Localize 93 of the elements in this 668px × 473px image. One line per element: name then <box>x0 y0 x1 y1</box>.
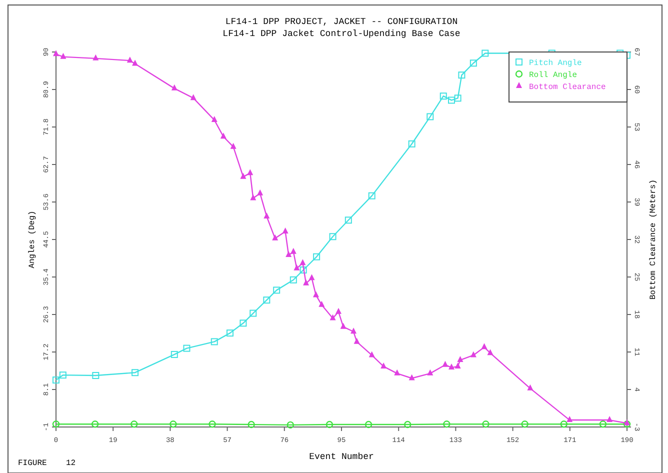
legend-label: Roll Angle <box>529 71 578 80</box>
point <box>458 72 466 79</box>
point <box>248 420 255 428</box>
point <box>208 420 216 428</box>
point <box>240 320 247 327</box>
point <box>330 314 336 320</box>
point <box>457 356 464 362</box>
point <box>487 349 494 356</box>
point <box>273 286 280 294</box>
point <box>560 420 568 428</box>
point <box>286 421 294 429</box>
point <box>318 300 325 307</box>
caption: FIGURE 12 <box>18 459 76 468</box>
point <box>482 50 489 57</box>
point <box>329 233 336 240</box>
point <box>312 291 319 298</box>
point <box>442 360 448 367</box>
point <box>470 351 476 358</box>
point <box>190 94 196 100</box>
legend-label: Pitch Angle <box>529 59 582 68</box>
point <box>527 384 534 390</box>
point <box>606 416 613 422</box>
point <box>59 372 66 379</box>
point <box>290 276 297 284</box>
point <box>126 56 133 63</box>
point <box>364 420 372 428</box>
legend-label: Bottom Clearance <box>529 83 606 92</box>
x-axis-title: Event Number <box>309 452 374 462</box>
point <box>170 350 178 358</box>
y-axis-title: Angles (Deg) <box>28 210 37 268</box>
point <box>132 60 138 66</box>
point <box>354 338 360 344</box>
point <box>326 420 334 428</box>
point <box>482 420 490 428</box>
point <box>294 264 300 270</box>
point <box>340 322 346 329</box>
point <box>368 192 376 200</box>
point <box>60 52 66 59</box>
point <box>183 344 190 352</box>
point <box>308 274 315 280</box>
point <box>408 374 415 380</box>
point <box>303 279 310 286</box>
point <box>566 416 573 422</box>
point <box>427 369 434 376</box>
point <box>521 420 528 428</box>
point <box>404 420 412 428</box>
point <box>92 372 100 379</box>
point <box>300 266 307 274</box>
point <box>394 369 400 376</box>
point <box>443 420 450 428</box>
point <box>92 54 99 60</box>
point <box>454 94 462 102</box>
point <box>211 116 218 122</box>
point <box>220 132 226 139</box>
point <box>368 351 375 358</box>
point <box>247 169 254 176</box>
point <box>380 362 387 368</box>
point <box>282 227 288 234</box>
point <box>257 189 264 196</box>
point <box>272 234 278 240</box>
point <box>481 343 488 350</box>
point <box>335 308 342 314</box>
point <box>132 369 139 376</box>
point <box>290 248 296 254</box>
point <box>448 364 454 370</box>
point <box>170 420 177 428</box>
y2-axis-title: Bottom Clearance (Meters) <box>649 179 658 300</box>
point <box>230 142 236 149</box>
point <box>130 420 138 428</box>
point <box>171 84 178 90</box>
point <box>250 194 256 200</box>
point <box>599 420 607 428</box>
point <box>350 328 357 334</box>
chart-subtitle: LF14-1 DPP Jacket Control-Upending Base Case <box>222 29 460 39</box>
point <box>426 113 434 120</box>
point <box>250 310 257 317</box>
point <box>226 330 234 337</box>
point <box>300 259 306 266</box>
point <box>264 212 270 218</box>
chart-title: LF14-1 DPP PROJECT, JACKET -- CONFIGURATION <box>225 17 458 27</box>
point <box>313 253 320 260</box>
point <box>240 172 246 179</box>
point <box>408 140 416 148</box>
point <box>286 251 292 258</box>
point <box>210 338 218 346</box>
point <box>52 376 60 384</box>
point <box>440 92 447 100</box>
point <box>454 362 461 368</box>
point <box>263 296 270 304</box>
point <box>344 216 352 224</box>
point <box>448 96 455 104</box>
point <box>91 420 99 428</box>
point <box>470 60 477 67</box>
